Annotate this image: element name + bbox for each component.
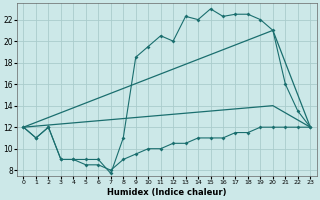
X-axis label: Humidex (Indice chaleur): Humidex (Indice chaleur) [107,188,227,197]
